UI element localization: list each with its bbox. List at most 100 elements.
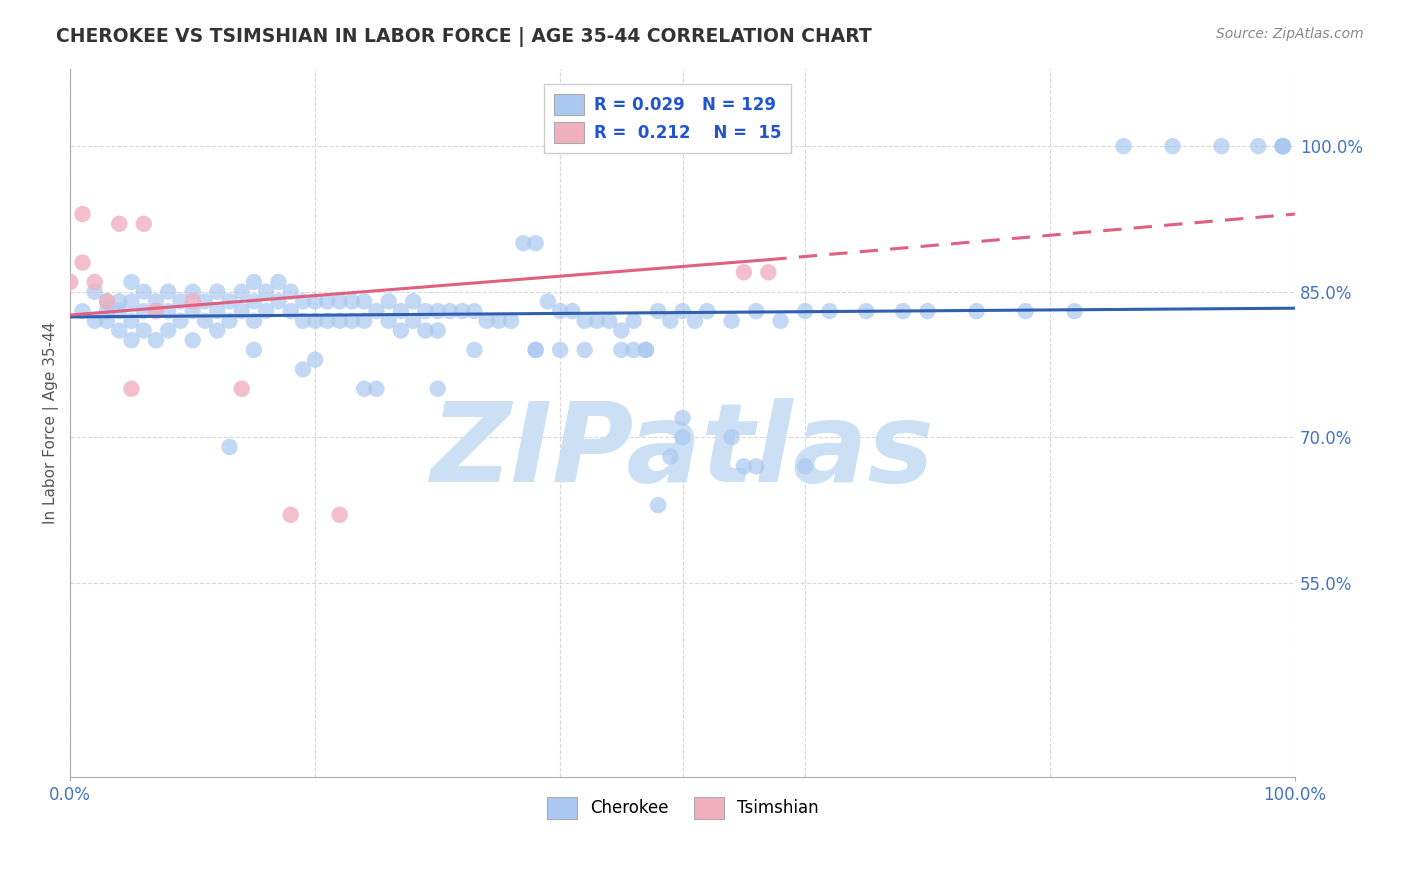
Point	[231, 304, 253, 318]
Point	[243, 275, 266, 289]
Point	[353, 314, 375, 328]
Point	[181, 304, 204, 318]
Point	[537, 294, 560, 309]
Point	[329, 314, 352, 328]
Point	[340, 314, 363, 328]
Point	[659, 450, 682, 464]
Point	[145, 333, 167, 347]
Point	[623, 343, 645, 357]
Point	[353, 294, 375, 309]
Point	[169, 294, 191, 309]
Point	[157, 285, 180, 299]
Point	[121, 382, 143, 396]
Point	[132, 304, 155, 318]
Point	[574, 343, 596, 357]
Point	[745, 304, 768, 318]
Point	[574, 314, 596, 328]
Point	[231, 382, 253, 396]
Point	[672, 304, 695, 318]
Point	[83, 275, 105, 289]
Point	[205, 324, 228, 338]
Point	[121, 275, 143, 289]
Point	[720, 430, 742, 444]
Legend: Cherokee, Tsimshian: Cherokee, Tsimshian	[540, 790, 825, 825]
Point	[157, 324, 180, 338]
Point	[132, 285, 155, 299]
Point	[254, 304, 277, 318]
Point	[623, 314, 645, 328]
Point	[891, 304, 914, 318]
Point	[1271, 139, 1294, 153]
Y-axis label: In Labor Force | Age 35-44: In Labor Force | Age 35-44	[44, 321, 59, 524]
Point	[586, 314, 609, 328]
Point	[610, 324, 633, 338]
Point	[598, 314, 620, 328]
Text: CHEROKEE VS TSIMSHIAN IN LABOR FORCE | AGE 35-44 CORRELATION CHART: CHEROKEE VS TSIMSHIAN IN LABOR FORCE | A…	[56, 27, 872, 46]
Point	[96, 294, 118, 309]
Point	[83, 285, 105, 299]
Point	[108, 217, 131, 231]
Point	[194, 294, 217, 309]
Point	[794, 304, 817, 318]
Point	[366, 382, 388, 396]
Point	[96, 314, 118, 328]
Point	[157, 304, 180, 318]
Point	[720, 314, 742, 328]
Point	[267, 275, 290, 289]
Point	[733, 459, 755, 474]
Point	[524, 343, 547, 357]
Point	[169, 314, 191, 328]
Point	[243, 314, 266, 328]
Point	[83, 314, 105, 328]
Point	[353, 382, 375, 396]
Point	[291, 294, 314, 309]
Point	[340, 294, 363, 309]
Point	[194, 314, 217, 328]
Point	[243, 343, 266, 357]
Point	[59, 275, 82, 289]
Point	[415, 324, 437, 338]
Point	[451, 304, 474, 318]
Point	[267, 294, 290, 309]
Point	[1211, 139, 1233, 153]
Point	[1271, 139, 1294, 153]
Point	[463, 304, 485, 318]
Point	[304, 314, 326, 328]
Point	[304, 294, 326, 309]
Point	[733, 265, 755, 279]
Point	[366, 304, 388, 318]
Point	[108, 324, 131, 338]
Point	[243, 294, 266, 309]
Point	[121, 294, 143, 309]
Point	[475, 314, 498, 328]
Point	[1247, 139, 1270, 153]
Point	[108, 294, 131, 309]
Point	[488, 314, 510, 328]
Point	[1161, 139, 1184, 153]
Point	[1014, 304, 1036, 318]
Point	[818, 304, 841, 318]
Point	[672, 430, 695, 444]
Point	[304, 352, 326, 367]
Point	[96, 304, 118, 318]
Point	[548, 343, 571, 357]
Point	[145, 304, 167, 318]
Point	[610, 343, 633, 357]
Point	[794, 459, 817, 474]
Point	[512, 236, 534, 251]
Point	[181, 294, 204, 309]
Point	[426, 324, 449, 338]
Point	[402, 294, 425, 309]
Point	[756, 265, 779, 279]
Text: ZIPatlas: ZIPatlas	[430, 398, 935, 505]
Point	[402, 314, 425, 328]
Point	[377, 314, 399, 328]
Point	[181, 285, 204, 299]
Point	[280, 508, 302, 522]
Point	[683, 314, 706, 328]
Point	[280, 304, 302, 318]
Point	[316, 294, 339, 309]
Point	[72, 207, 94, 221]
Point	[1112, 139, 1135, 153]
Point	[659, 314, 682, 328]
